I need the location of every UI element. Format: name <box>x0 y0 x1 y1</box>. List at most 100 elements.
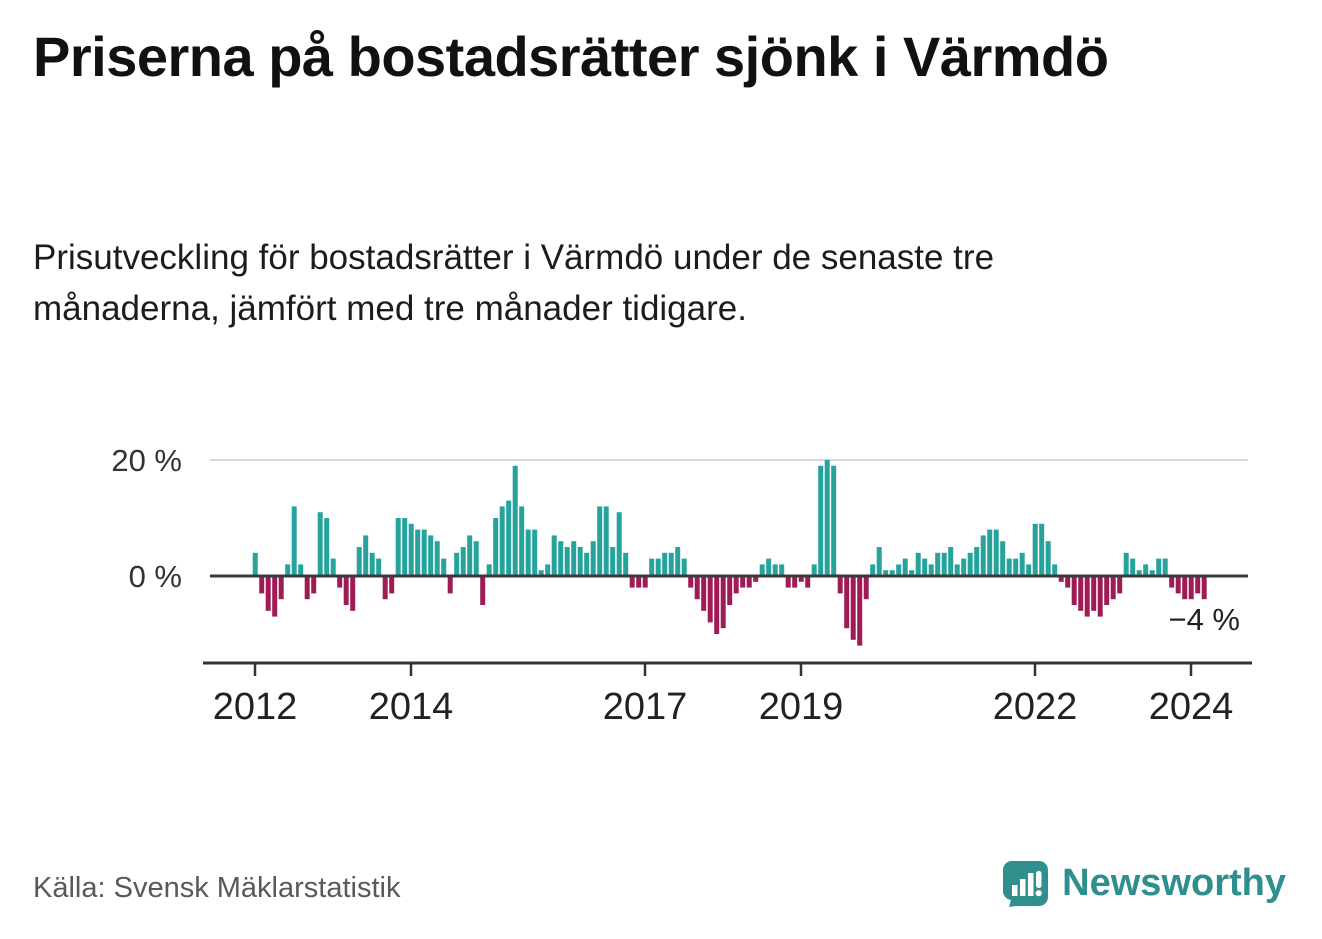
bar <box>720 576 726 629</box>
bar <box>298 564 304 576</box>
bar <box>1084 576 1090 617</box>
bar <box>1097 576 1103 617</box>
bar <box>675 547 681 576</box>
bar <box>571 541 577 576</box>
bar <box>499 506 505 576</box>
bar <box>993 529 999 576</box>
bar <box>707 576 713 623</box>
bar <box>304 576 310 600</box>
bar <box>772 564 778 576</box>
brand-name: Newsworthy <box>1062 862 1286 904</box>
bar <box>558 541 564 576</box>
bar <box>525 529 531 576</box>
bar <box>441 558 447 576</box>
bar <box>668 552 674 576</box>
page-subtitle: Prisutveckling för bostadsrätter i Värmd… <box>33 238 995 329</box>
bar <box>447 576 453 594</box>
bar <box>1182 576 1188 600</box>
y-label-20pct: 20 % <box>111 443 182 478</box>
bar <box>974 547 980 576</box>
bar <box>616 512 622 576</box>
bar <box>967 552 973 576</box>
bar <box>1143 564 1149 576</box>
bar <box>597 506 603 576</box>
bar <box>727 576 733 605</box>
bar <box>428 535 434 576</box>
icon-bar-1 <box>1012 885 1018 896</box>
bar <box>1175 576 1181 594</box>
bar <box>961 558 967 576</box>
bar <box>746 576 752 588</box>
bar <box>1065 576 1071 588</box>
bar <box>1026 564 1032 576</box>
bar <box>811 564 817 576</box>
bar <box>1104 576 1110 605</box>
bar <box>870 564 876 576</box>
bar <box>272 576 278 617</box>
bar <box>649 558 655 576</box>
bar <box>909 570 915 576</box>
bar <box>343 576 349 605</box>
x-label-2012: 2012 <box>213 686 298 728</box>
bar <box>532 529 538 576</box>
bar <box>1156 558 1162 576</box>
bar <box>590 541 596 576</box>
bar <box>896 564 902 576</box>
bar <box>1019 552 1025 576</box>
price-bar-chart: 2012 2014 2017 2019 2022 2024 20 % 0 % −… <box>111 443 1252 728</box>
bar <box>577 547 583 576</box>
bar <box>844 576 850 629</box>
icon-bar-2 <box>1020 879 1026 896</box>
bar <box>1013 558 1019 576</box>
bar <box>1149 570 1155 576</box>
source-credit: Källa: Svensk Mäklarstatistik <box>33 872 401 904</box>
bar <box>350 576 356 611</box>
bar <box>1188 576 1194 600</box>
bar <box>701 576 707 611</box>
bar <box>1006 558 1012 576</box>
bar <box>935 552 941 576</box>
bar <box>1091 576 1097 611</box>
bar <box>454 552 460 576</box>
bar <box>1032 523 1038 576</box>
bar <box>623 552 629 576</box>
bar <box>402 518 408 576</box>
bar <box>1162 558 1168 576</box>
bar <box>922 558 928 576</box>
bar <box>928 564 934 576</box>
bar <box>363 535 369 576</box>
x-label-2024: 2024 <box>1149 686 1234 728</box>
bar <box>805 576 811 588</box>
bar <box>460 547 466 576</box>
bar <box>850 576 856 640</box>
bar <box>610 547 616 576</box>
bar <box>584 552 590 576</box>
bar <box>519 506 525 576</box>
bar <box>798 576 804 582</box>
bar <box>740 576 746 588</box>
bar <box>311 576 317 594</box>
bar <box>1110 576 1116 600</box>
bar <box>688 576 694 588</box>
bar <box>1071 576 1077 605</box>
bar <box>265 576 271 611</box>
y-label-0pct: 0 % <box>129 559 182 594</box>
bar <box>415 529 421 576</box>
bar <box>480 576 486 605</box>
bar <box>1045 541 1051 576</box>
x-label-2017: 2017 <box>603 686 688 728</box>
bar <box>987 529 993 576</box>
bar <box>285 564 291 576</box>
bar <box>655 558 661 576</box>
bar <box>434 541 440 576</box>
bar <box>857 576 863 646</box>
bar <box>382 576 388 600</box>
bar <box>291 506 297 576</box>
bar <box>356 547 362 576</box>
bar <box>642 576 648 588</box>
bar <box>837 576 843 594</box>
bar <box>564 547 570 576</box>
bar <box>941 552 947 576</box>
bar <box>948 547 954 576</box>
